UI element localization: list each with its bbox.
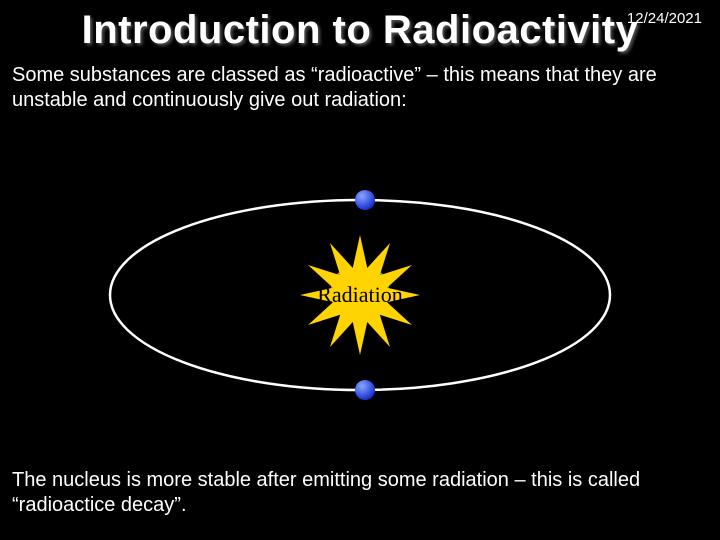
radiation-label: Radiation (317, 282, 403, 307)
intro-text: Some substances are classed as “radioact… (0, 53, 720, 113)
atom-diagram: Radiation (90, 150, 630, 440)
date-label: 12/24/2021 (627, 10, 702, 27)
electron (355, 190, 375, 210)
outro-text: The nucleus is more stable after emittin… (0, 468, 720, 518)
electron (355, 380, 375, 400)
page-title: Introduction to Radioactivity (0, 0, 720, 53)
